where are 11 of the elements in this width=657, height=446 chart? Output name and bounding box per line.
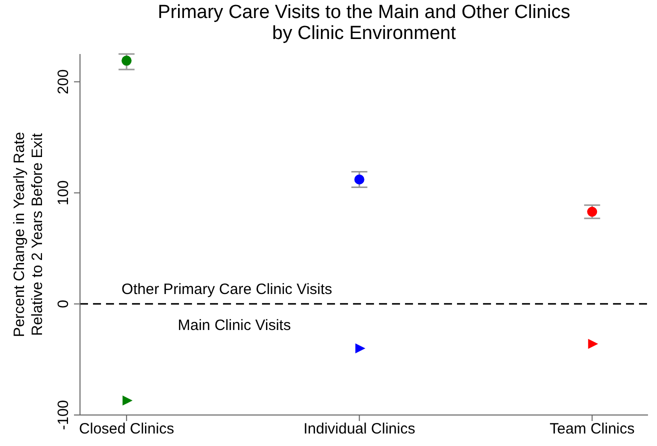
x-tick-label: Team Clinics [550,420,635,438]
x-tick-label: Individual Clinics [303,420,416,438]
y-tick-label: 0 [55,300,72,308]
x-tick-label: Closed Clinics [79,420,174,438]
chart-title: Primary Care Visits to the Main and Other Clinics by Clinic Environment [156,2,572,44]
annotation: Other Primary Care Clinic Visits [122,280,332,298]
y-axis-title: Percent Change in Yearly Rate Relative to 2 Years Before Exit [11,132,46,338]
annotation: Main Clinic Visits [178,316,291,334]
y-tick-label: 200 [55,69,72,94]
y-tick-label: 100 [55,180,72,206]
y-tick-label: -100 [55,400,72,430]
